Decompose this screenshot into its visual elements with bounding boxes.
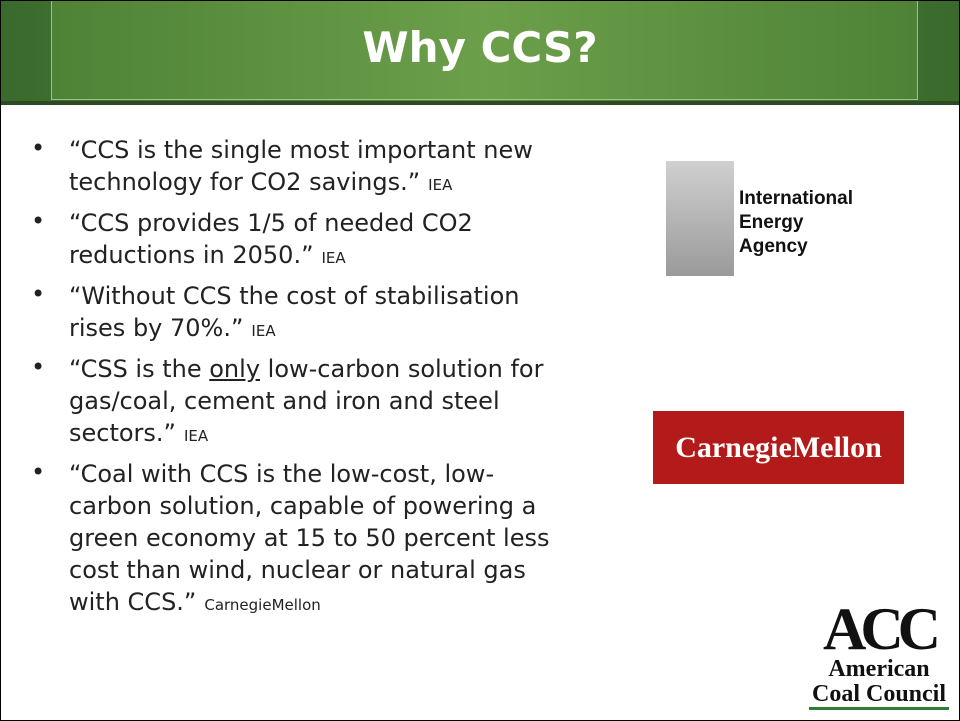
bullet-line: “Coal with CCS is the low-cost, low-: [69, 460, 495, 488]
underlined-text: only: [209, 355, 261, 383]
bullet-line: “CCS is the single most important new: [69, 136, 533, 164]
bullet-list: “CCS is the single most important new te…: [31, 134, 550, 627]
iea-logo-image: [666, 161, 734, 276]
bullet-line: reductions in 2050.” IEA: [69, 239, 550, 274]
bullet-text: technology for CO2 savings.”: [69, 168, 421, 196]
logo-line: Coal Council: [809, 681, 949, 710]
logo-line: Agency: [739, 236, 808, 257]
bullet-text: with CCS.”: [69, 588, 197, 616]
bullet: “Without CCS the cost of stabilisation r…: [31, 280, 550, 347]
bullet-line: cost than wind, nuclear or natural gas: [69, 556, 526, 584]
bullet-text: “CSS is the: [69, 355, 210, 383]
cmu-logo: CarnegieMellon: [653, 411, 904, 484]
bullet-line: “Without CCS the cost of stabilisation: [69, 282, 520, 310]
header-panel: [51, 1, 918, 100]
bullet-line: sectors.” IEA: [69, 417, 550, 452]
bullet-line: “CSS is the only low-carbon solution for: [69, 353, 550, 385]
acc-mark: ACC: [823, 596, 941, 662]
bullet: “CCS provides 1/5 of needed CO2 reductio…: [31, 207, 550, 274]
logo-line: American: [828, 656, 930, 682]
bullet-line: gas/coal, cement and iron and steel: [69, 387, 500, 415]
bullet: “CCS is the single most important new te…: [31, 134, 550, 201]
source: IEA: [184, 427, 209, 445]
logo-line: Energy: [739, 212, 804, 233]
bullet: “Coal with CCS is the low-cost, low- car…: [31, 458, 550, 621]
bullet: “CSS is the only low-carbon solution for…: [31, 353, 550, 452]
logo-line: International: [739, 188, 854, 209]
bullet-line: with CCS.” CarnegieMellon: [69, 586, 550, 621]
title: Why CCS?: [362, 23, 598, 72]
bullet-text: rises by 70%.”: [69, 314, 244, 342]
source: CarnegieMellon: [204, 596, 321, 614]
bullet-line: “CCS provides 1/5 of needed CO2: [69, 209, 473, 237]
bullet-text: reductions in 2050.”: [69, 241, 314, 269]
iea-logo-text: International Energy Agency: [739, 187, 853, 259]
source: IEA: [321, 249, 346, 267]
bullet-text: sectors.”: [69, 419, 176, 447]
source: IEA: [428, 176, 453, 194]
bullet-text: low-carbon solution for: [260, 355, 544, 383]
bullet-line: technology for CO2 savings.” IEA: [69, 166, 550, 201]
acc-logo: ACC American Coal Council: [809, 596, 949, 710]
source: IEA: [251, 322, 276, 340]
bullet-line: carbon solution, capable of powering a: [69, 492, 537, 520]
bullet-line: rises by 70%.” IEA: [69, 312, 550, 347]
bullet-line: green economy at 15 to 50 percent less: [69, 524, 550, 552]
